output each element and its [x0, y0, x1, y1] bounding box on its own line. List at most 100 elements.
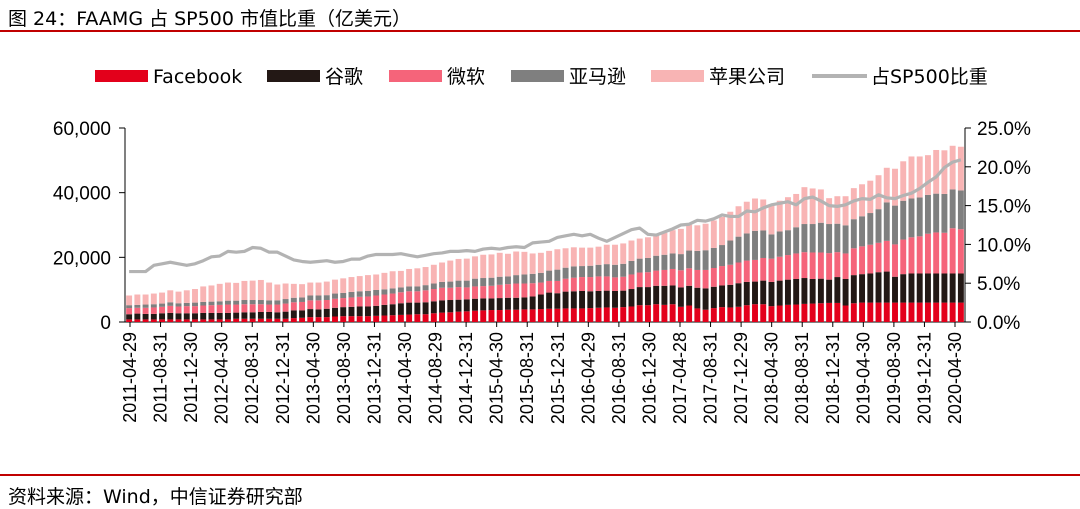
bar-amazon [348, 291, 355, 298]
bar-microsoft [134, 307, 141, 314]
bar-microsoft [908, 237, 915, 274]
bar-facebook [241, 318, 248, 322]
bar-microsoft [389, 293, 396, 305]
bar-microsoft [257, 304, 264, 312]
bar-amazon [430, 283, 437, 290]
bar-apple [636, 238, 643, 259]
bar-facebook [414, 314, 421, 322]
bar-microsoft [752, 259, 758, 282]
x-tick-label: 2011-04-29 [120, 332, 140, 423]
bar-apple [381, 272, 388, 290]
bar-microsoft [554, 280, 561, 294]
x-tick-label: 2018-04-30 [762, 332, 782, 424]
bar-apple [504, 253, 511, 277]
bar-apple [447, 260, 454, 282]
bar-microsoft [397, 292, 404, 304]
x-tick-label: 2012-08-31 [242, 332, 262, 424]
bar-microsoft [192, 306, 198, 314]
bar-facebook [233, 318, 240, 322]
legend-label-1: 谷歌 [325, 66, 363, 88]
bar-google [702, 288, 709, 310]
bar-microsoft [875, 242, 882, 273]
bar-facebook [620, 307, 627, 322]
bar-amazon [472, 278, 478, 287]
bar-amazon [669, 253, 676, 269]
bar-google [472, 298, 478, 311]
bar-google [381, 304, 388, 316]
bar-amazon [579, 266, 586, 278]
bar-facebook [282, 318, 289, 322]
bar-amazon [908, 198, 915, 238]
bar-apple [801, 187, 808, 225]
bar-facebook [307, 317, 314, 322]
bar-amazon [719, 245, 726, 267]
legend-label-0: Facebook [153, 66, 242, 88]
bar-apple [126, 295, 133, 306]
bar-apple [587, 247, 594, 266]
y-tick-label: 0 [100, 313, 111, 334]
bar-google [521, 297, 528, 310]
bar-apple [488, 254, 495, 278]
bar-google [892, 276, 898, 303]
bar-amazon [249, 300, 256, 305]
x-tick-label: 2014-08-29 [426, 332, 446, 424]
bar-apple [916, 156, 923, 198]
bar-amazon [776, 231, 783, 257]
bar-microsoft [801, 252, 808, 279]
bar-google [537, 294, 544, 310]
bar-microsoft [900, 239, 907, 275]
bar-amazon [826, 224, 833, 254]
bar-amazon [801, 224, 808, 253]
bar-facebook [364, 316, 371, 322]
bar-google [883, 271, 890, 303]
bar-facebook [126, 319, 133, 322]
bar-microsoft [439, 287, 446, 301]
y2-tick-label: 10.0% [977, 235, 1031, 256]
bar-facebook [809, 303, 816, 322]
bar-microsoft [719, 266, 726, 286]
bar-apple [661, 232, 668, 255]
bar-amazon [933, 193, 940, 233]
bar-microsoft [315, 300, 322, 310]
bar-microsoft [933, 232, 940, 274]
bar-google [554, 293, 561, 309]
bar-microsoft [200, 305, 207, 313]
bar-facebook [776, 305, 783, 322]
legend-swatch-0 [95, 70, 148, 82]
bar-amazon [480, 278, 487, 287]
bar-facebook [784, 304, 791, 322]
bar-apple [752, 198, 758, 231]
bar-amazon [793, 227, 800, 254]
bar-apple [702, 223, 709, 251]
bar-google [644, 287, 651, 306]
bar-google [595, 290, 602, 308]
bar-apple [373, 274, 380, 290]
source-note: 资料来源：Wind，中信证券研究部 [8, 486, 303, 508]
bar-microsoft [768, 258, 775, 282]
bar-google [562, 291, 569, 309]
bar-facebook [875, 302, 882, 322]
bar-amazon [842, 225, 849, 254]
bar-apple [299, 284, 306, 298]
bar-microsoft [669, 268, 676, 286]
bar-facebook [249, 318, 256, 322]
bar-apple [562, 248, 569, 268]
y2-tick-label: 25.0% [977, 119, 1031, 140]
bar-facebook [175, 319, 182, 322]
bar-amazon [752, 230, 758, 260]
bar-apple [175, 291, 182, 304]
bar-apple [241, 280, 248, 301]
bar-google [826, 279, 833, 303]
bar-google [373, 305, 380, 316]
bar-microsoft [150, 307, 157, 314]
x-tick-label: 2018-08-31 [792, 332, 812, 424]
bar-microsoft [529, 283, 536, 297]
bar-facebook [389, 315, 396, 322]
bar-google [241, 312, 248, 319]
bar-microsoft [332, 298, 338, 308]
bar-google [233, 312, 240, 319]
x-tick-label: 2017-08-31 [701, 332, 721, 424]
bar-facebook [793, 304, 800, 322]
bar-facebook [496, 310, 503, 322]
bar-microsoft [537, 282, 544, 295]
